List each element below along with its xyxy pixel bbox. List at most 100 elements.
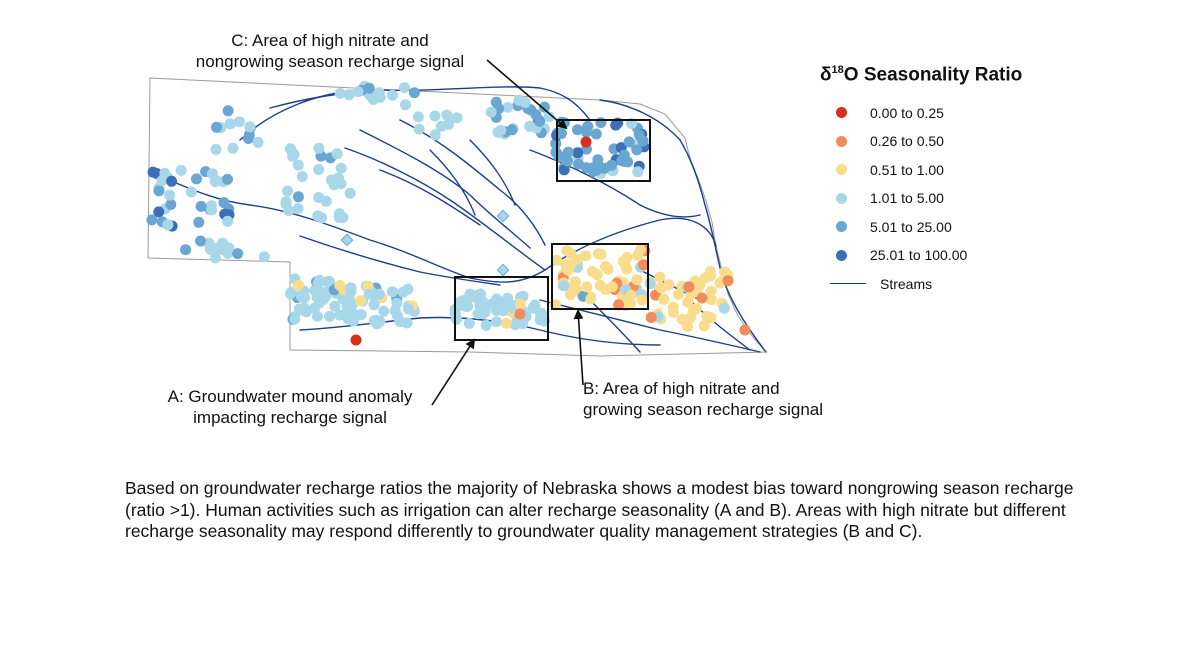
legend-item-5: 5.01 to 25.00 <box>820 212 1120 241</box>
legend-swatch-6 <box>836 249 847 261</box>
sample-site <box>292 191 304 203</box>
sample-site <box>572 124 583 136</box>
sample-site <box>244 121 256 133</box>
diamond-marker <box>340 233 354 247</box>
sample-site <box>572 147 584 159</box>
sample-site <box>429 129 441 141</box>
annotation-b: B: Area of high nitrate and growing seas… <box>583 378 903 420</box>
annotation-a-line2: impacting recharge signal <box>193 408 387 427</box>
sample-site <box>613 299 624 311</box>
stream-south-platte <box>299 235 501 286</box>
sample-site <box>562 155 574 167</box>
sample-site <box>344 187 356 199</box>
sample-site <box>166 175 178 187</box>
sample-site <box>620 260 632 272</box>
sample-site <box>164 189 176 201</box>
sample-site <box>153 206 165 218</box>
sample-site <box>232 248 244 260</box>
sample-site <box>288 149 300 160</box>
sample-site <box>331 148 343 160</box>
stream-north-platte <box>149 171 717 283</box>
sample-site <box>343 89 355 101</box>
sample-site <box>443 118 455 130</box>
sample-site <box>495 124 507 136</box>
sample-site <box>558 280 570 292</box>
diamond-marker <box>496 263 510 277</box>
annotation-a-line1: A: Groundwater mound anomaly <box>167 387 413 406</box>
sample-site <box>313 275 325 287</box>
sample-site <box>311 291 323 303</box>
sample-site <box>585 293 597 305</box>
legend-swatch-3 <box>836 164 847 176</box>
sample-site <box>335 178 347 190</box>
sample-site <box>514 308 526 320</box>
sample-site <box>591 269 603 281</box>
sample-site <box>562 146 574 158</box>
stream-cedar <box>469 139 516 206</box>
sample-site <box>222 173 233 185</box>
stream-missouri <box>599 99 767 353</box>
sample-site <box>282 185 293 197</box>
sample-site <box>378 305 390 317</box>
legend: δ18O Seasonality Ratio 0.00 to 0.25 0.26… <box>820 64 1120 298</box>
sample-site <box>180 244 192 256</box>
annotation-c: C: Area of high nitrate and nongrowing s… <box>150 30 510 72</box>
legend-item-4: 1.01 to 5.00 <box>820 184 1120 213</box>
legend-item-2: 0.26 to 0.50 <box>820 127 1120 156</box>
sample-site <box>191 173 202 185</box>
annotation-c-line1: C: Area of high nitrate and <box>231 31 429 50</box>
sample-site <box>739 324 751 336</box>
sample-site <box>598 162 610 174</box>
sample-site <box>543 111 555 123</box>
sample-site <box>459 299 471 310</box>
sample-site <box>292 279 304 291</box>
sample-site <box>529 299 541 311</box>
sample-site <box>638 259 649 271</box>
sample-site <box>429 110 441 122</box>
legend-title-superscript: 18 <box>831 64 844 76</box>
sample-site <box>386 286 398 298</box>
sample-site <box>701 310 713 322</box>
sample-site <box>312 210 324 222</box>
sample-site <box>400 99 411 111</box>
sample-site <box>321 276 333 288</box>
sample-site <box>243 129 255 141</box>
sample-site <box>165 199 177 210</box>
sample-site <box>325 174 337 186</box>
sample-site <box>333 208 345 220</box>
sample-site <box>193 216 205 228</box>
sample-site <box>210 252 221 264</box>
sample-site <box>682 321 694 333</box>
sample-sites-layer <box>146 80 751 346</box>
stream-dismal <box>379 169 481 226</box>
sample-site <box>654 271 666 283</box>
sample-site <box>227 142 239 154</box>
sample-site <box>368 315 380 327</box>
sample-site <box>209 242 221 254</box>
sample-site <box>413 123 425 135</box>
sample-site <box>623 136 635 148</box>
box-c <box>556 119 651 182</box>
sample-site <box>392 310 403 322</box>
sample-site <box>403 303 414 315</box>
sample-site <box>401 317 413 329</box>
sample-site <box>195 200 207 212</box>
sample-site <box>258 251 270 263</box>
sample-site <box>463 317 475 329</box>
sample-site <box>195 235 206 247</box>
annotation-b-line2: growing season recharge signal <box>583 400 824 419</box>
sample-site <box>722 275 734 287</box>
sample-site <box>719 266 730 278</box>
sample-site <box>573 158 584 170</box>
sample-site <box>550 138 562 150</box>
sample-site <box>206 168 218 180</box>
sample-site <box>402 283 414 295</box>
sample-site <box>451 313 462 325</box>
sample-site <box>441 109 453 121</box>
sample-site <box>289 313 301 325</box>
box-b <box>551 243 649 310</box>
sample-site <box>387 89 398 101</box>
sample-site <box>616 155 628 167</box>
sample-site <box>368 299 380 311</box>
